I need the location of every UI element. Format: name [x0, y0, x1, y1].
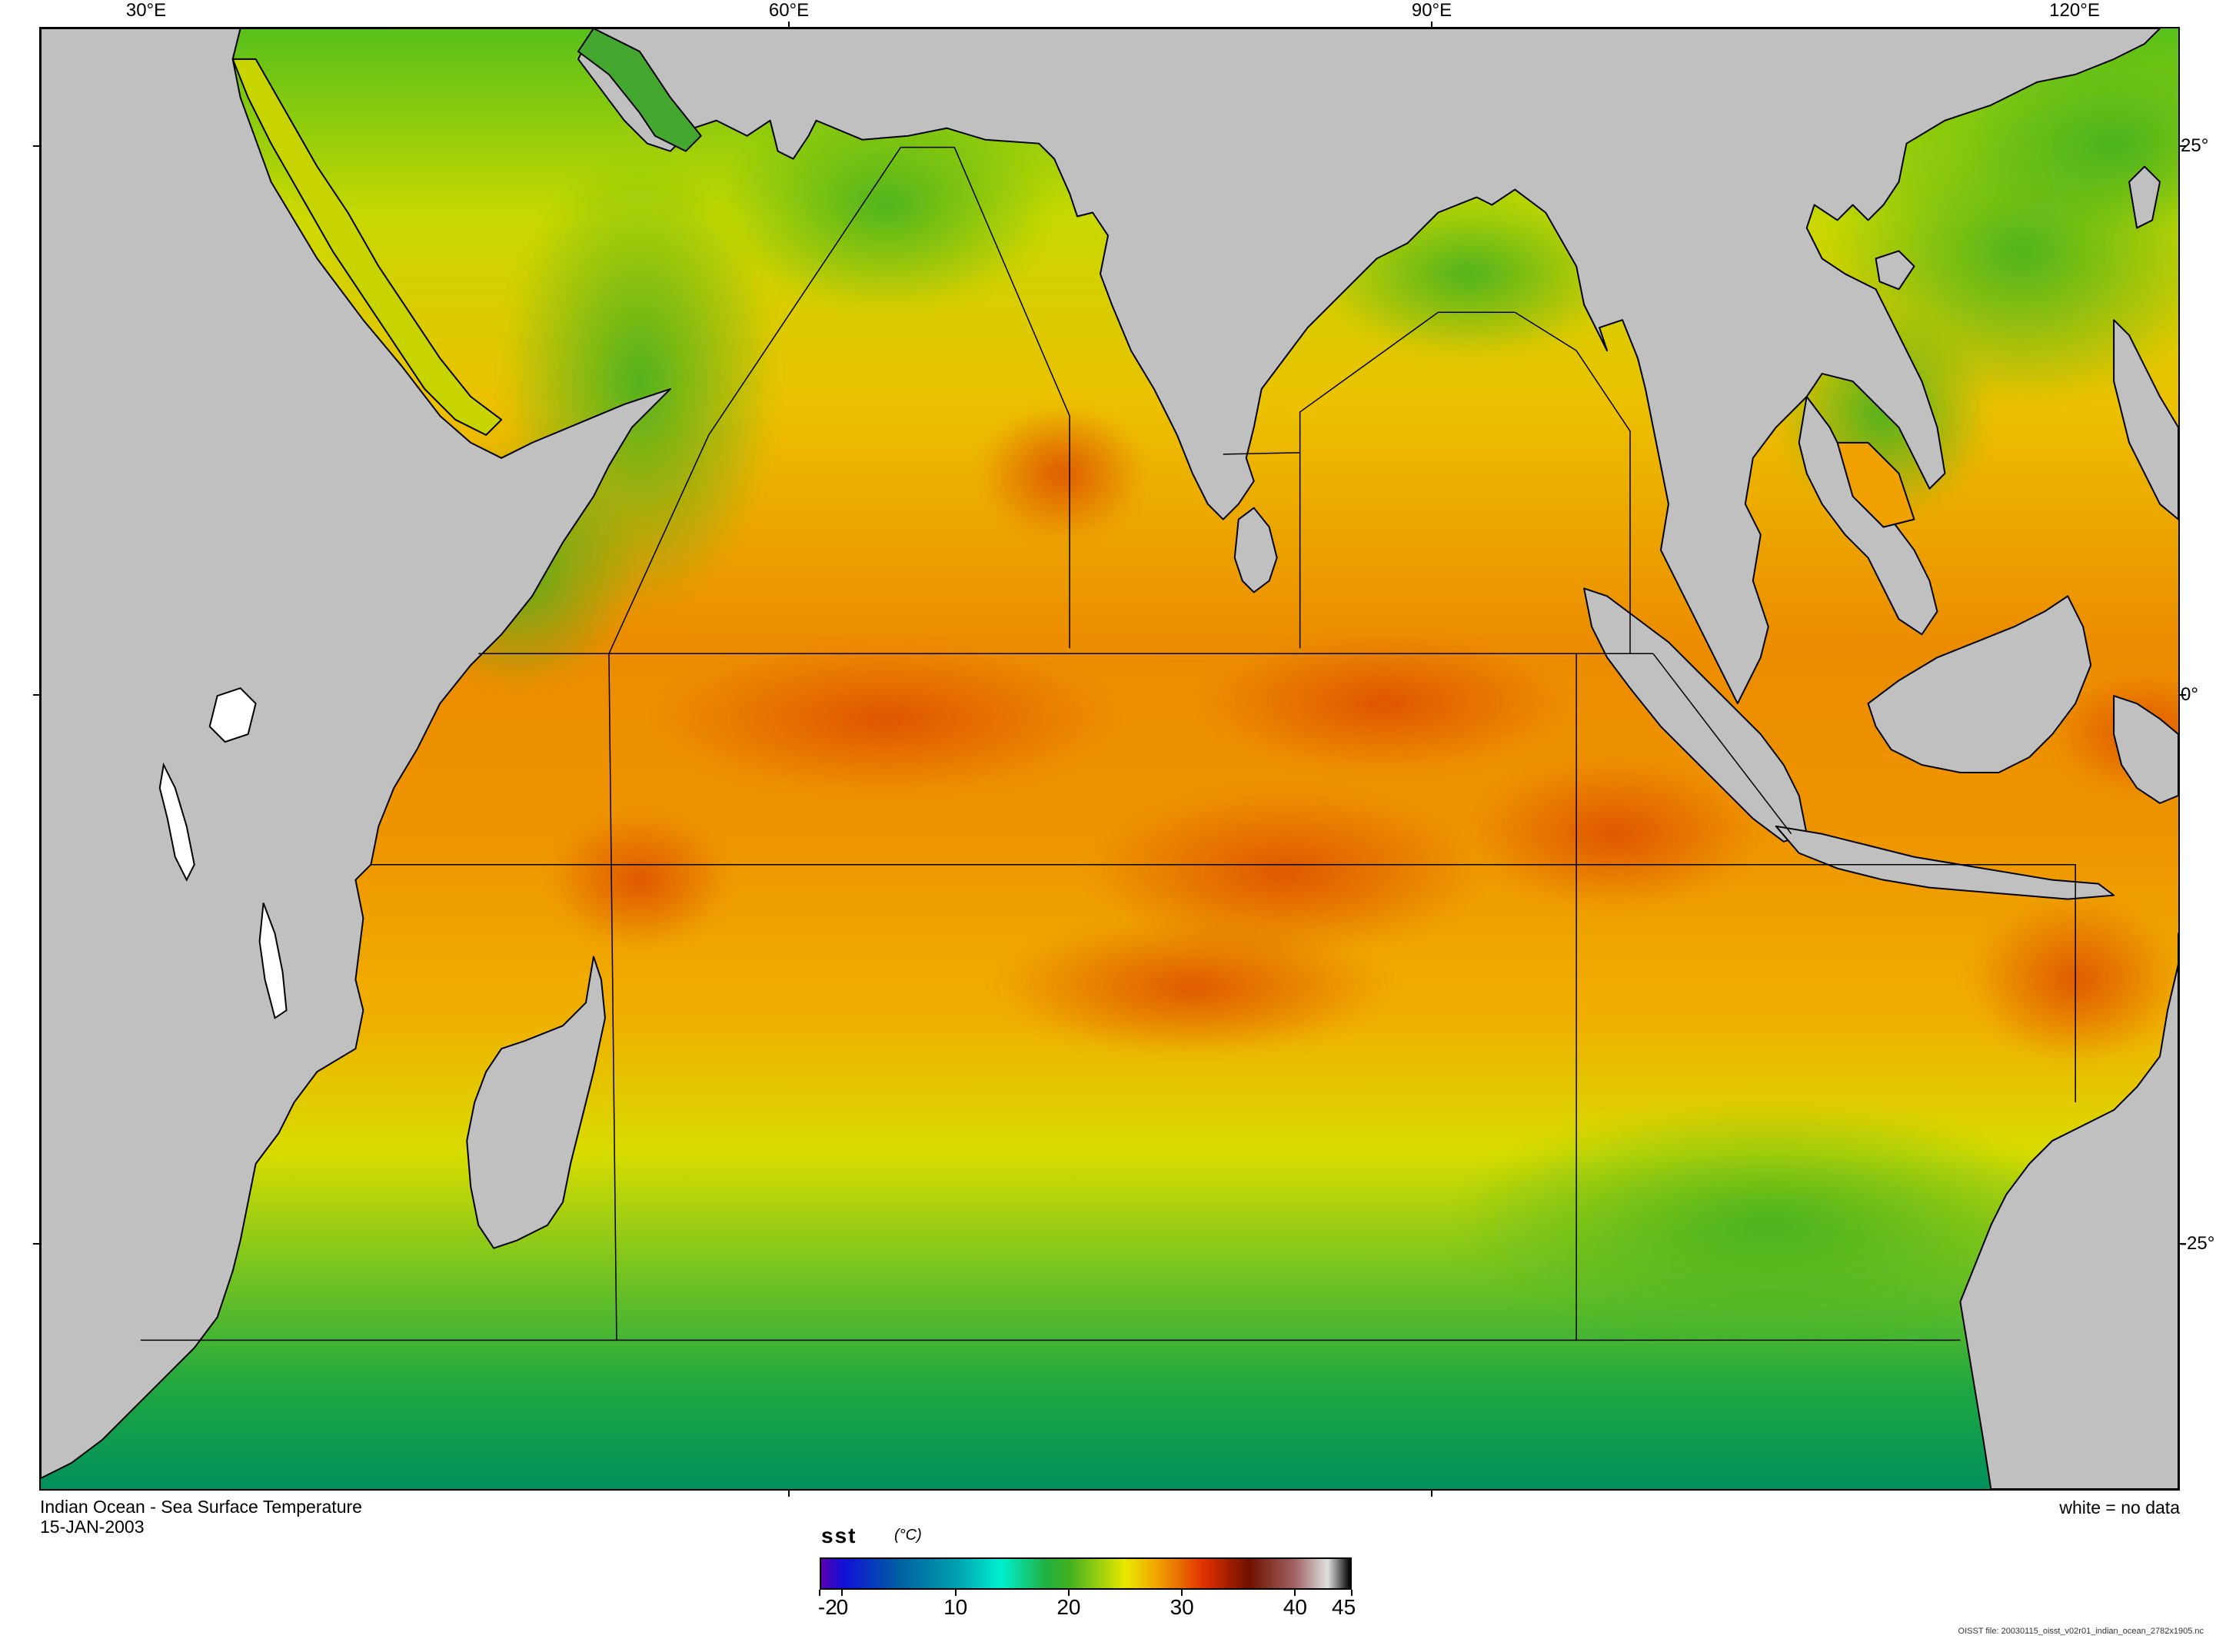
colorbar-unit-label: (°C): [894, 1527, 922, 1544]
land-madagascar: [466, 956, 606, 1249]
lat-label-25s: -25°: [2181, 1233, 2215, 1254]
map-date: 15-JAN-2003: [40, 1517, 145, 1537]
tick-right-0: [2179, 694, 2186, 696]
land-sulawesi: [2113, 695, 2178, 804]
colorbar-tick-labels: -2 0 10 20 30 40 45: [817, 1595, 1356, 1626]
persian-gulf: [577, 28, 702, 152]
tick-right-25n: [2179, 145, 2186, 147]
red-sea: [231, 58, 503, 436]
tick-right-25s: [2179, 1243, 2186, 1245]
no-data-patch: [158, 762, 195, 882]
colorbar-tick-label: 10: [943, 1595, 968, 1619]
no-data-legend: white = no data: [2059, 1497, 2180, 1517]
no-data-areas: [158, 687, 288, 1019]
tick-top-60e: [788, 22, 790, 28]
colorbar-tick-label: 40: [1283, 1595, 1307, 1619]
colorbar-tick-label: 45: [1332, 1595, 1356, 1619]
region-boundaries: [140, 146, 2076, 1341]
sst-map[interactable]: [39, 27, 2180, 1491]
tick-left-25n: [33, 145, 40, 147]
lon-label-120e: 120°E: [2049, 0, 2100, 21]
gulf-of-thailand: [1836, 441, 1915, 528]
land-australia: [1959, 932, 2178, 1489]
colorbar-tick: [1181, 1590, 1183, 1596]
land-borneo: [1867, 595, 2092, 773]
tick-top-90e: [1431, 22, 1432, 28]
colorbar-tick-label: 30: [1170, 1595, 1194, 1619]
no-data-patch: [208, 687, 257, 743]
tick-bottom-90e: [1431, 1490, 1432, 1497]
colorbar-tick: [954, 1590, 957, 1596]
sst-warm-patches: [547, 404, 2178, 1065]
colorbar: [820, 1557, 1352, 1590]
tick-left-25s: [33, 1243, 40, 1245]
inland-seas: [231, 28, 1915, 528]
land-africa: [41, 28, 671, 1480]
land-sri-lanka: [1233, 507, 1278, 593]
source-file-note: OISST file: 20030115_oisst_v02r01_indian…: [1958, 1627, 2204, 1636]
land: [41, 28, 2178, 1489]
colorbar-ticks: [819, 1590, 1353, 1597]
colorbar-tick: [1067, 1590, 1070, 1596]
land-taiwan: [2128, 165, 2161, 229]
lat-label-0: 0°: [2181, 684, 2198, 705]
lon-label-90e: 90°E: [1411, 0, 1452, 21]
land-arabia-persia: [239, 28, 2161, 705]
tick-bottom-60e: [788, 1490, 790, 1497]
colorbar-tick: [1351, 1590, 1353, 1596]
colorbar-tick: [819, 1590, 820, 1596]
colorbar-tick-label: 0: [836, 1595, 849, 1619]
colorbar-tick: [841, 1590, 843, 1596]
colorbar-tick-label: -2: [817, 1595, 837, 1619]
colorbar-variable-label: sst: [821, 1524, 857, 1547]
land-philippines: [2113, 319, 2178, 520]
colorbar-tick: [1294, 1590, 1296, 1596]
tick-left-0: [33, 694, 40, 696]
lon-label-30e: 30°E: [125, 0, 167, 21]
colorbar-tick-label: 20: [1056, 1595, 1081, 1619]
sst-map-canvas[interactable]: [41, 28, 2178, 1489]
no-data-patch: [258, 902, 288, 1019]
land-hainan: [1875, 250, 1915, 291]
land-java: [1775, 825, 2115, 900]
map-title: Indian Ocean - Sea Surface Temperature: [40, 1497, 362, 1517]
lon-label-60e: 60°E: [768, 0, 810, 21]
